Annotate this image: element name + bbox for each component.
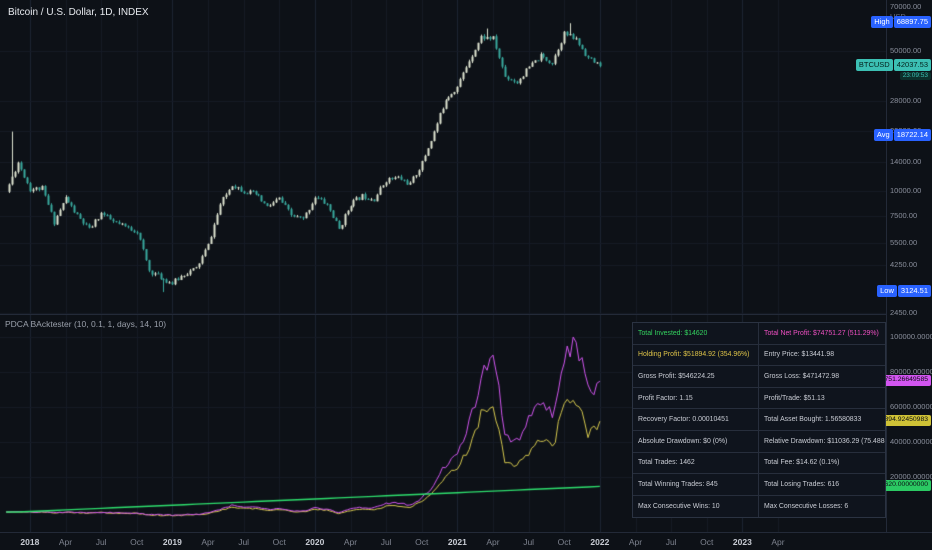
stat-cell-right: Total Fee: $14.62 (0.1%)	[764, 459, 840, 467]
low-price-badge: Low 3124.51	[877, 285, 931, 297]
time-axis-year-label: 2023	[732, 537, 752, 547]
price-axis-tick: 4250.00	[890, 260, 918, 270]
stat-cell-left: Gross Profit: $546224.25	[633, 366, 759, 387]
time-axis-month-label: Oct	[415, 537, 429, 547]
price-axis-tick: 2450.00	[890, 308, 918, 318]
last-price-value: 42037.53	[893, 59, 931, 71]
price-axis[interactable]: 70000.00USD50000.0028000.0020000.0014000…	[886, 0, 932, 532]
stat-cell-right: Entry Price: $13441.98	[764, 351, 835, 359]
bt-axis-tick: 20000.00000000	[890, 472, 932, 481]
bt-value-badge-label: 74751.26649585	[873, 375, 931, 386]
time-axis-year-label: 2022	[590, 537, 610, 547]
stat-cell-right: Total Asset Bought: 1.56580833	[764, 416, 862, 424]
stats-table-row: Gross Profit: $546224.25 Gross Loss: $471…	[633, 366, 885, 388]
time-axis-month-label: Oct	[272, 537, 286, 547]
low-value: 3124.51	[897, 285, 931, 297]
stats-table-row: Total Invested: $14620 Total Net Profit: …	[633, 323, 885, 345]
time-axis-month-label: Jul	[95, 537, 107, 547]
bt-axis-tick: 40000.00000000	[890, 437, 932, 447]
bt-value-badge-label: 51894.92450983	[873, 415, 931, 426]
stat-cell-left: Absolute Drawdown: $0 (0%)	[633, 430, 759, 452]
price-axis-tick: 50000.00	[890, 46, 922, 56]
stats-table-row: Absolute Drawdown: $0 (0%) Relative Drawd…	[633, 430, 885, 453]
price-axis-top-tick: 70000.00	[890, 2, 922, 11]
stat-cell-right: Total Net Profit: $74751.27 (511.29%)	[764, 329, 879, 337]
high-label: High	[871, 16, 893, 28]
time-axis-year-label: 2020	[305, 537, 325, 547]
bt-axis-tick: 80000.00000000	[890, 367, 932, 377]
bt-value-badge-label: 14620.00000000	[873, 480, 931, 492]
price-axis-tick: 10000.00	[890, 185, 922, 195]
stats-table-row: Recovery Factor: 0.00010451 Total Asset B…	[633, 409, 885, 431]
time-axis-month-label: Jul	[380, 537, 392, 547]
time-axis[interactable]: 2018 Apr Jul Oct 2019 Apr Jul Oct 2020 Apr Jul Oct 2…	[0, 532, 932, 550]
stat-cell-left: Holding Profit: $51894.92 (354.96%)	[633, 344, 759, 366]
stat-cell-right: Profit/Trade: $51.13	[764, 394, 825, 402]
time-axis-year-label: 2019	[162, 537, 182, 547]
stats-table-row: Holding Profit: $51894.92 (354.96%) Entry…	[633, 344, 885, 367]
symbol-title[interactable]: Bitcoin / U.S. Dollar, 1D, INDEX	[8, 7, 149, 18]
stats-table-row: Profit Factor: 1.15 Profit/Trade: $51.13	[633, 387, 885, 410]
stats-table-row: Total Winning Trades: 845 Total Losing Tr…	[633, 474, 885, 496]
avg-value: 18722.14	[893, 129, 931, 141]
stat-cell-left: Total Winning Trades: 845	[633, 474, 759, 495]
high-price-badge: High 68897.75	[871, 16, 931, 28]
stat-cell-left: Profit Factor: 1.15	[633, 387, 759, 409]
stat-cell-right: Relative Drawdown: $11036.29 (75.4885%)	[764, 437, 885, 445]
bt-axis-tick: 60000.00000000	[890, 402, 932, 412]
time-axis-month-label: Jul	[238, 537, 250, 547]
time-axis-month-label: Apr	[486, 537, 500, 547]
low-label: Low	[877, 285, 897, 297]
symbol-tag: BTCUSD	[855, 59, 893, 71]
time-axis-month-label: Oct	[557, 537, 571, 547]
last-price-badge: BTCUSD 42037.53 23:09:53	[855, 59, 931, 81]
time-axis-month-label: Oct	[130, 537, 144, 547]
time-axis-month-label: Jul	[665, 537, 677, 547]
high-value: 68897.75	[893, 16, 931, 28]
bt-value-badge: 14620.00000000	[873, 480, 931, 492]
time-axis-month-label: Jul	[523, 537, 535, 547]
bar-close-countdown: 23:09:53	[899, 71, 931, 81]
pane-divider[interactable]	[0, 314, 886, 315]
price-axis-tick: 28000.00	[890, 96, 922, 106]
price-axis-tick: 14000.00	[890, 156, 922, 166]
price-chart-canvas[interactable]	[0, 0, 886, 315]
stat-cell-left: Total Invested: $14620	[633, 323, 759, 344]
stat-cell-right: Gross Loss: $471472.98	[764, 372, 840, 380]
time-axis-month-label: Oct	[700, 537, 714, 547]
backtester-stats-table: Total Invested: $14620 Total Net Profit: …	[632, 322, 886, 519]
bt-value-badge: 51894.92450983	[873, 415, 931, 426]
stats-table-row: Max Consecutive Wins: 10 Max Consecutive …	[633, 495, 885, 518]
time-axis-month-label: Apr	[201, 537, 215, 547]
avg-price-badge: Avg 18722.14	[873, 129, 931, 141]
time-axis-month-label: Apr	[628, 537, 643, 547]
time-axis-month-label: Apr	[343, 537, 358, 547]
stat-cell-right: Max Consecutive Losses: 6	[764, 503, 849, 511]
indicator-title[interactable]: PDCA BAcktester (10, 0.1, 1, days, 14, 1…	[5, 319, 167, 329]
bt-axis-tick: 100000.00000000	[890, 332, 932, 342]
time-axis-month-label: Apr	[771, 537, 785, 547]
stat-cell-right: Total Losing Trades: 616	[764, 480, 840, 488]
time-axis-year-label: 2021	[447, 537, 467, 547]
stat-cell-left: Total Trades: 1462	[633, 452, 759, 474]
time-axis-month-label: Apr	[58, 537, 73, 547]
stats-table-row: Total Trades: 1462 Total Fee: $14.62 (0.1…	[633, 452, 885, 475]
price-axis-tick: 7500.00	[890, 210, 918, 220]
avg-label: Avg	[873, 129, 893, 141]
stat-cell-left: Recovery Factor: 0.00010451	[633, 409, 759, 430]
price-axis-tick: 5500.00	[890, 237, 918, 247]
bt-value-badge: 74751.26649585	[873, 375, 931, 386]
time-axis-year-label: 2018	[20, 537, 40, 547]
stat-cell-left: Max Consecutive Wins: 10	[633, 495, 759, 518]
